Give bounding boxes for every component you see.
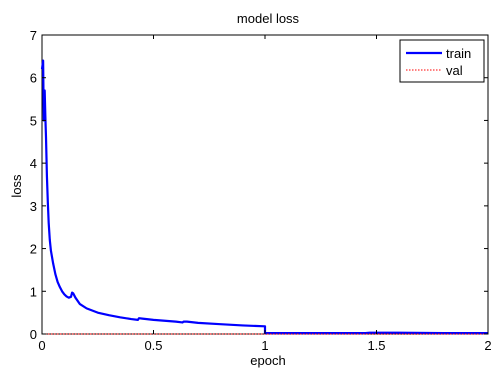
y-tick-label: 1 — [30, 284, 37, 299]
chart-title: model loss — [237, 11, 300, 26]
x-axis-label: epoch — [250, 353, 285, 368]
x-tick-label: 0.5 — [144, 338, 162, 353]
y-axis-label: loss — [9, 174, 24, 198]
legend-label-train: train — [446, 46, 471, 61]
y-tick-label: 7 — [30, 28, 37, 43]
y-tick-label: 3 — [30, 199, 37, 214]
legend-label-val: val — [446, 63, 463, 78]
series-line-train — [40, 59, 488, 335]
legend-box — [399, 39, 485, 83]
x-tick-label: 1 — [261, 338, 268, 353]
plot-area: 0 0.5 1 1.5 2 0 1 2 3 4 5 6 7 — [30, 28, 492, 353]
y-tick-label: 0 — [30, 327, 37, 342]
y-tick-label: 2 — [30, 242, 37, 257]
x-tick-label: 2 — [484, 338, 491, 353]
y-tick-label: 4 — [30, 156, 37, 171]
x-tick-label: 1.5 — [367, 338, 385, 353]
x-tick-label: 0 — [38, 338, 45, 353]
y-tick-label: 6 — [30, 71, 37, 86]
y-tick-label: 5 — [30, 113, 37, 128]
legend: train val — [399, 39, 485, 83]
